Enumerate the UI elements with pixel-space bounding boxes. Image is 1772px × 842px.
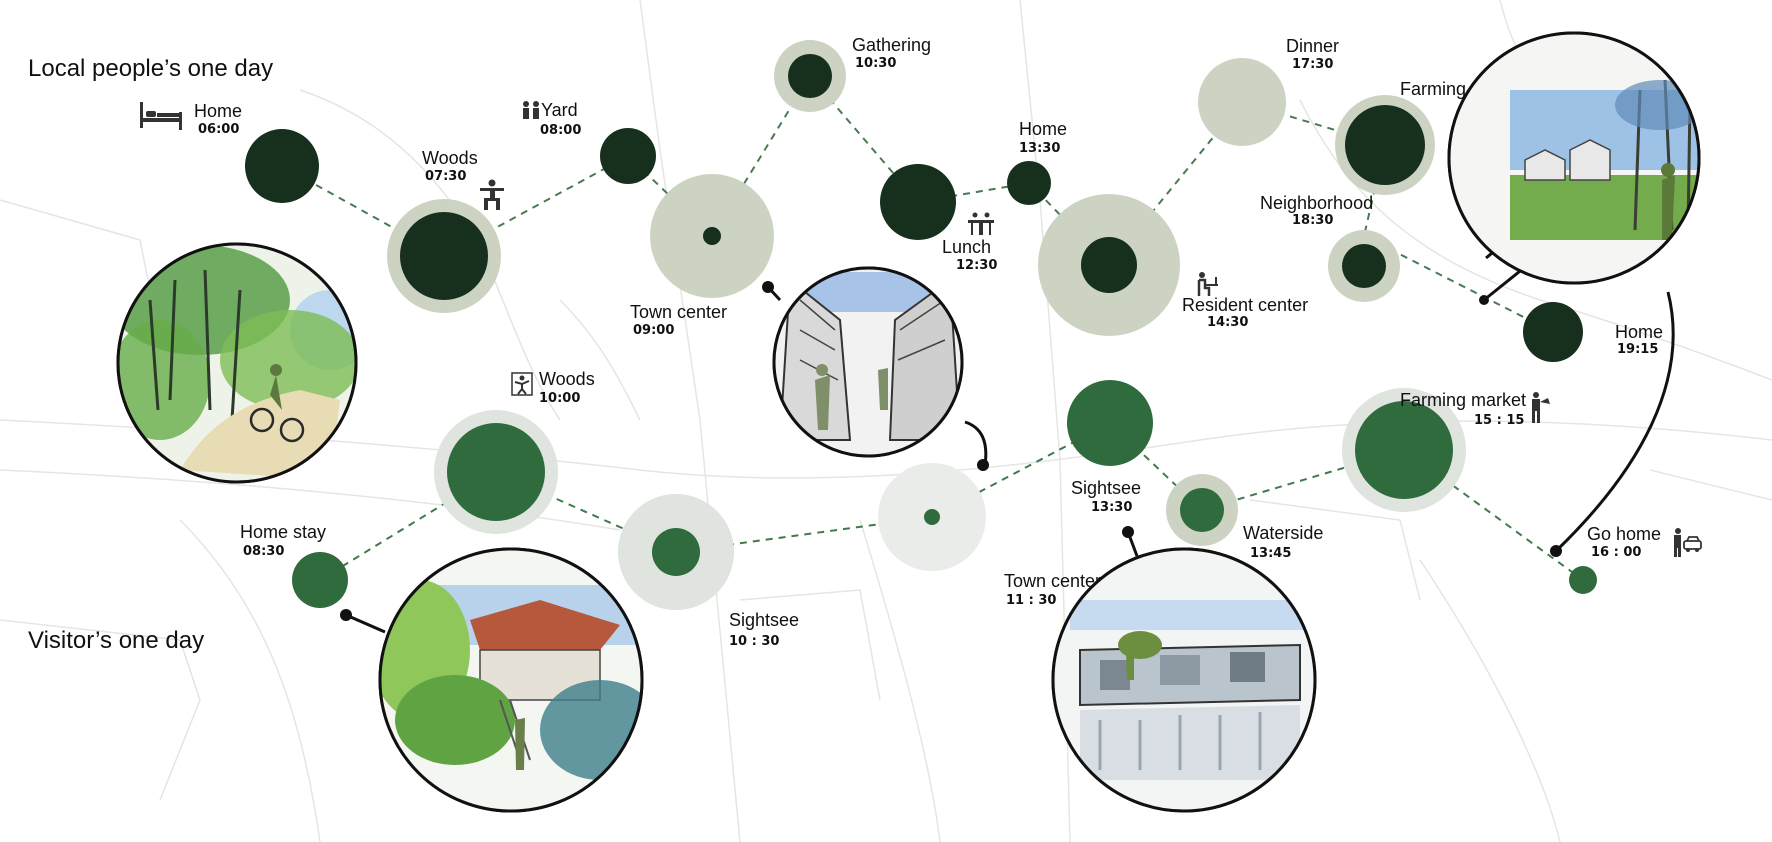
dining-icon	[968, 212, 994, 235]
local-node-home[interactable]	[245, 129, 319, 203]
stop-time: 13:30	[1091, 500, 1132, 515]
local-node-lunch[interactable]	[880, 164, 956, 240]
stop-label: Home stay	[240, 522, 326, 542]
stop-label: Sightsee	[1071, 478, 1141, 498]
local-node-woods[interactable]	[400, 212, 488, 300]
visitor-node-sightsee[interactable]	[652, 528, 700, 576]
leader-street	[964, 420, 988, 466]
visitor-heading: Visitor’s one day	[28, 627, 204, 654]
local-node-town-center[interactable]	[703, 227, 721, 245]
old-street-sketch	[772, 266, 964, 458]
visitor-node-waterside[interactable]	[1180, 488, 1224, 532]
exercise-icon	[480, 179, 504, 210]
forest-cycling-sketch	[116, 242, 358, 484]
vendor-icon	[1532, 392, 1550, 423]
local-node-home-1915[interactable]	[1523, 302, 1583, 362]
stop-time: 06:00	[198, 122, 239, 137]
stop-time: 15 : 15	[1474, 413, 1524, 428]
stop-label: Farming market	[1400, 390, 1526, 410]
traveler-car-icon	[1674, 528, 1702, 557]
visitor-node-home-stay[interactable]	[292, 552, 348, 608]
stop-time: 07:30	[425, 169, 466, 184]
visitor-nodes	[292, 380, 1597, 610]
stop-time: 14:30	[1207, 315, 1248, 330]
stop-label: Yard	[541, 100, 578, 120]
stop-label: Gathering	[852, 35, 931, 55]
stop-time: 09:00	[633, 323, 674, 338]
stop-time: 12:30	[956, 258, 997, 273]
stop-time: 08:00	[540, 123, 581, 138]
stop-label: Home	[1019, 119, 1067, 139]
local-nodes	[245, 40, 1583, 362]
hillside-houses-sketch	[378, 547, 644, 813]
visitor-labels: Home stay 08:30 Sightsee 10 : 30 Town ce…	[240, 390, 1661, 649]
visitor-node-go-home[interactable]	[1569, 566, 1597, 594]
local-node-neighborhood[interactable]	[1342, 244, 1386, 288]
stop-time: 16 : 00	[1591, 545, 1641, 560]
visitor-node-town-center[interactable]	[924, 509, 940, 525]
stop-time: 10 : 30	[729, 634, 779, 649]
desk-icon	[1197, 272, 1218, 296]
stop-time: 13:30	[1019, 141, 1060, 156]
stop-time: 08:30	[243, 544, 284, 559]
stop-label: Neighborhood	[1260, 193, 1373, 213]
visitor-node-sightsee-1330[interactable]	[1067, 380, 1153, 466]
visitor-node-farming-market[interactable]	[1355, 401, 1453, 499]
local-node-gathering[interactable]	[788, 54, 832, 98]
visitor-node-woods[interactable]	[447, 423, 545, 521]
stop-time: 10:00	[539, 391, 580, 406]
stop-label: Woods	[422, 148, 478, 168]
local-node-dinner[interactable]	[1198, 58, 1286, 146]
local-heading: Local people’s one day	[28, 55, 273, 82]
leader-waterfront	[1126, 531, 1139, 557]
local-node-resident-center[interactable]	[1081, 237, 1137, 293]
stop-time: 13:45	[1250, 546, 1291, 561]
waterfront-town-sketch	[1051, 547, 1317, 813]
tai-chi-icon	[511, 372, 533, 396]
local-node-farming-market[interactable]	[1345, 105, 1425, 185]
people-icon	[523, 101, 539, 119]
leader-houses	[345, 613, 386, 634]
stop-time: 17:30	[1292, 57, 1333, 72]
stop-label: Woods	[539, 369, 595, 389]
stop-label: Dinner	[1286, 36, 1339, 56]
local-node-yard[interactable]	[600, 128, 656, 184]
local-node-home-1330[interactable]	[1007, 161, 1051, 205]
stop-label: Waterside	[1243, 523, 1323, 543]
bed-icon	[140, 102, 182, 130]
farmland-walk-sketch	[1447, 31, 1701, 285]
stop-label: Lunch	[942, 237, 991, 257]
leader-go-home	[1554, 291, 1675, 553]
stop-time: 10:30	[855, 56, 896, 71]
stop-time: 11 : 30	[1006, 593, 1056, 608]
stop-label: Resident center	[1182, 295, 1308, 315]
stop-label: Town center	[1004, 571, 1101, 591]
stop-label: Home	[194, 101, 242, 121]
stop-time: 18:30	[1292, 213, 1333, 228]
stop-label: Home	[1615, 322, 1663, 342]
stop-label: Town center	[630, 302, 727, 322]
stop-label: Sightsee	[729, 610, 799, 630]
stop-label: Go home	[1587, 524, 1661, 544]
stop-time: 19:15	[1617, 342, 1658, 357]
